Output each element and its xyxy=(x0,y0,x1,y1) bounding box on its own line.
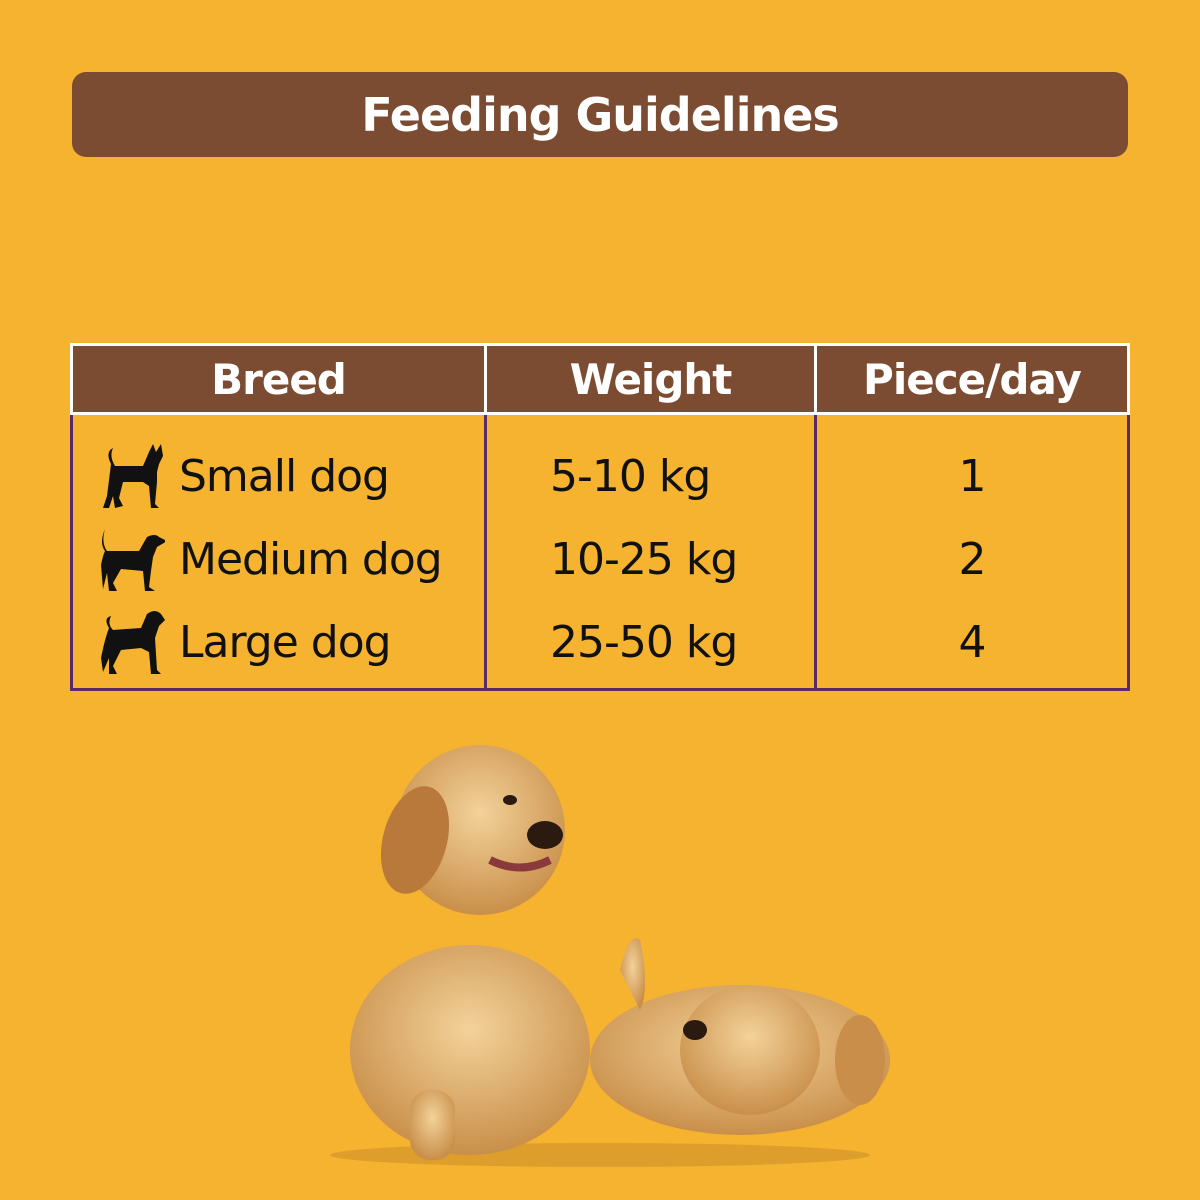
title-banner: Feeding Guidelines xyxy=(72,72,1128,157)
header-weight: Weight xyxy=(484,346,814,412)
small-dog-icon xyxy=(103,443,163,508)
breed-label: Small dog xyxy=(179,451,390,502)
pieces-cell: 4 xyxy=(958,617,987,668)
page-title: Feeding Guidelines xyxy=(361,87,840,142)
weight-column: 5-10 kg 10-25 kg 25-50 kg xyxy=(484,415,814,688)
table-body: Small dog Medium dog Large dog 5-10 kg 1… xyxy=(70,415,1130,691)
header-pieces: Piece/day xyxy=(814,346,1127,412)
puppies-photo xyxy=(330,745,890,1167)
pieces-cell: 2 xyxy=(958,534,987,585)
table-row: Medium dog xyxy=(73,518,484,601)
breed-label: Large dog xyxy=(179,617,392,668)
large-dog-icon xyxy=(101,610,165,674)
pieces-cell: 1 xyxy=(958,451,987,502)
breed-column: Small dog Medium dog Large dog xyxy=(73,415,484,688)
pieces-column: 1 2 4 xyxy=(814,415,1127,688)
table-row: Small dog xyxy=(73,435,484,518)
medium-dog-icon xyxy=(101,528,165,591)
weight-cell: 5-10 kg xyxy=(550,451,711,502)
feeding-table: Breed Weight Piece/day Small dog Medium … xyxy=(70,343,1130,691)
table-header: Breed Weight Piece/day xyxy=(70,343,1130,415)
breed-label: Medium dog xyxy=(179,534,443,585)
weight-cell: 25-50 kg xyxy=(550,617,738,668)
header-breed: Breed xyxy=(211,354,347,404)
table-row: Large dog xyxy=(73,601,484,684)
weight-cell: 10-25 kg xyxy=(550,534,738,585)
